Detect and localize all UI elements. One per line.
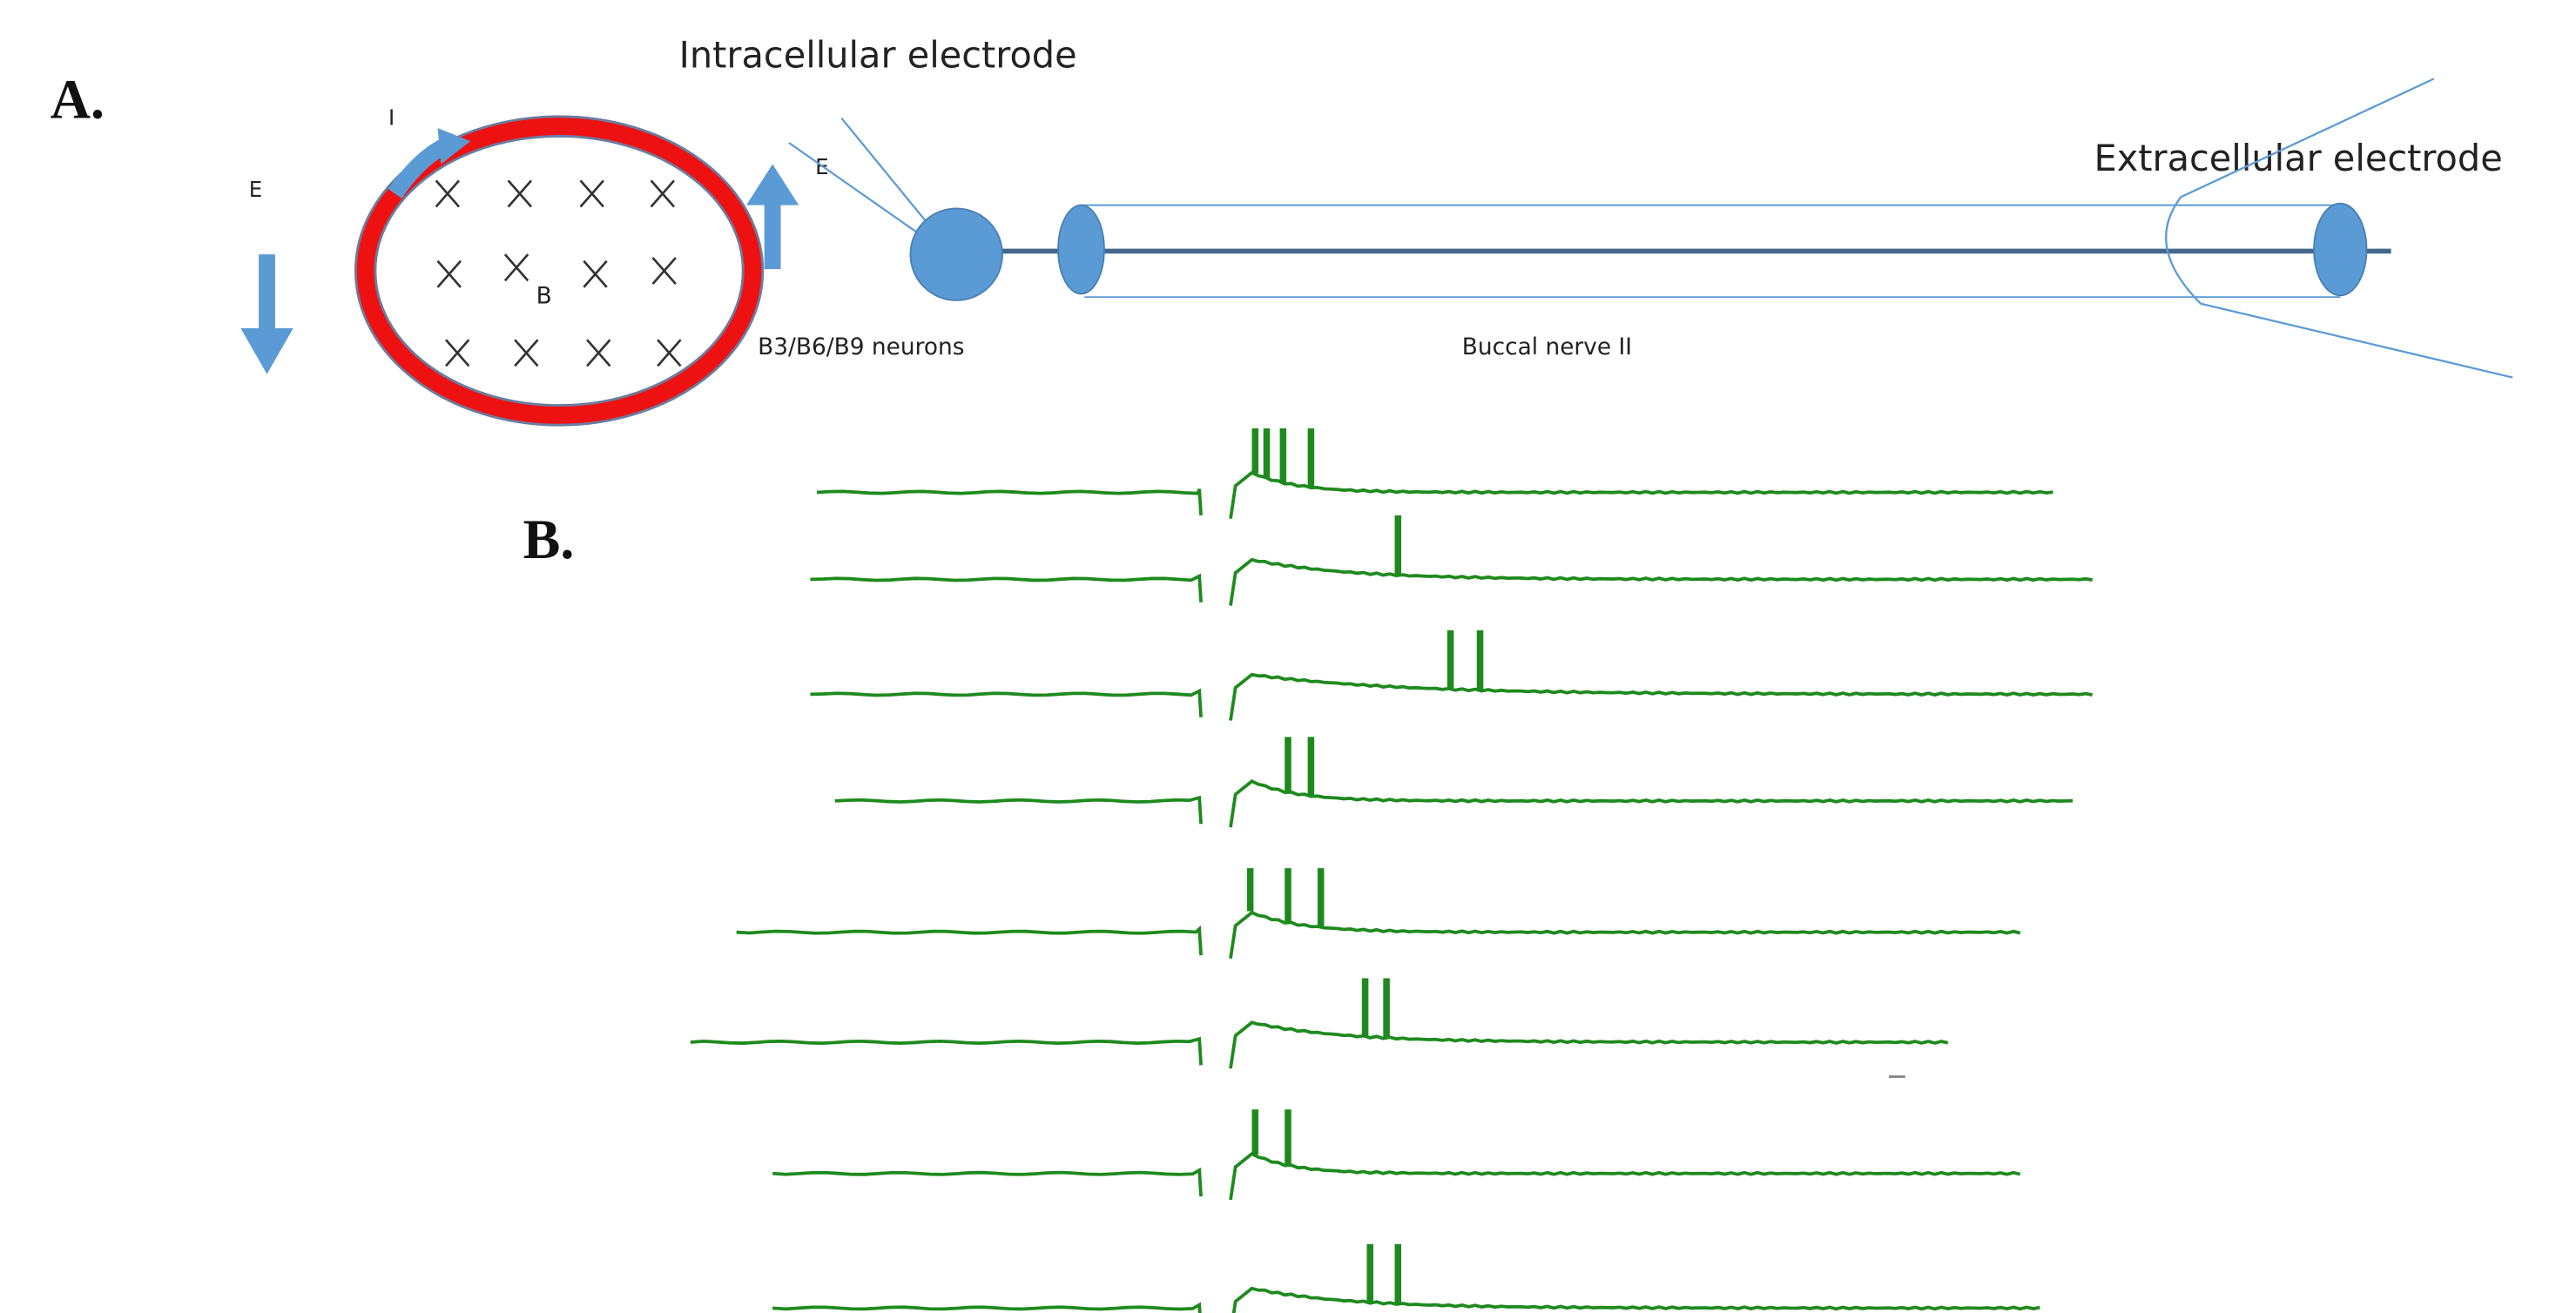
field-mark xyxy=(515,340,537,366)
field-mark xyxy=(651,180,674,206)
recording-trace xyxy=(691,980,1948,1068)
figure-canvas: A. Intracellular electrode Extracellular… xyxy=(0,0,2576,1313)
nerve-end xyxy=(1058,205,1104,294)
recording-trace xyxy=(817,430,2053,519)
neuron xyxy=(910,208,1002,300)
field-label: B xyxy=(536,284,552,310)
nerve-label: Buccal nerve II xyxy=(1462,334,1632,360)
field-arrow xyxy=(765,200,781,269)
extracellular-label: Extracellular electrode xyxy=(2094,138,2503,179)
field-marks xyxy=(436,180,681,366)
recording-trace xyxy=(810,517,2092,606)
field-arrow xyxy=(240,328,293,374)
recording-trace xyxy=(772,1111,2020,1200)
panel-label: A. xyxy=(51,69,105,131)
neurons-label: B3/B6/B9 neurons xyxy=(758,334,964,360)
figure: A. Intracellular electrode Extracellular… xyxy=(0,0,2576,1313)
field-mark xyxy=(587,340,610,366)
recording-trace xyxy=(810,632,2092,721)
field-mark xyxy=(657,340,680,366)
field-mark xyxy=(583,261,606,287)
nerve-end xyxy=(2314,204,2366,296)
recording-trace xyxy=(772,1246,2040,1313)
field-mark xyxy=(505,254,528,280)
field-mark xyxy=(436,180,459,206)
field-label: E xyxy=(249,177,262,202)
recording-trace xyxy=(737,870,2020,959)
field-arrow xyxy=(746,165,799,205)
field-mark xyxy=(581,180,604,206)
panel-label: B. xyxy=(523,508,575,570)
electrode xyxy=(789,143,920,235)
field-arrow xyxy=(259,254,275,333)
current-label: I xyxy=(388,104,394,130)
field-mark xyxy=(438,261,461,287)
field-mark xyxy=(653,258,676,284)
field-mark xyxy=(446,340,469,366)
intracellular-label: Intracellular electrode xyxy=(679,34,1077,76)
field-mark xyxy=(509,180,531,206)
recordings xyxy=(691,430,2093,1313)
coil-outline xyxy=(375,136,743,405)
recording-trace xyxy=(835,738,2073,827)
